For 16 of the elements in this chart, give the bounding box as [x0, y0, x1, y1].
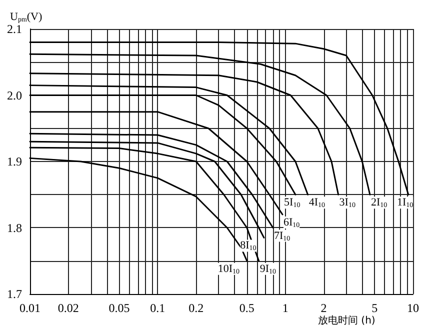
x-tick-label: 0.5	[239, 301, 254, 315]
x-tick-label: 5	[372, 301, 378, 315]
y-tick-label: 2.0	[7, 88, 22, 102]
x-tick-label: 0.01	[20, 301, 40, 315]
x-tick-label: 0.2	[188, 301, 204, 315]
x-tick-label: 10	[407, 301, 419, 315]
x-tick-label: 1	[282, 301, 288, 315]
y-tick-label: 1.9	[7, 154, 22, 168]
y-tick-label: 1.7	[7, 287, 22, 301]
y-tick-label: 1.8	[7, 220, 22, 235]
x-tick-label: 0.05	[108, 301, 130, 315]
x-tick-label: 0.02	[58, 301, 79, 315]
x-tick-label: 0.1	[150, 301, 166, 315]
x-tick-label: 2	[320, 301, 327, 315]
y-tick-label: 2.1	[7, 22, 22, 36]
x-axis-title: 放电时间 (h)	[318, 314, 376, 326]
